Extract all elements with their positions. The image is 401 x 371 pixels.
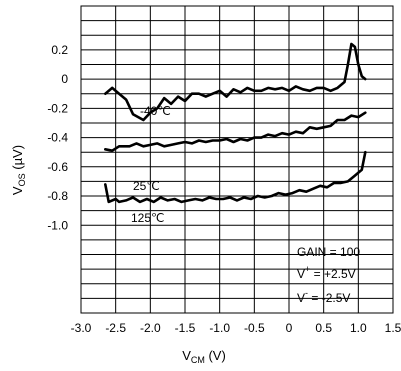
series-label-minus40: -40℃ [140,104,171,118]
vminus-label: V- = -2.5V [297,288,350,305]
x-tick-label: 1.5 [385,321,401,335]
y-axis-title: VOS (µV) [10,145,27,195]
y-tick-label: 0.2 [51,43,68,57]
series-line-2 [105,152,365,202]
x-tick-label: -2.5 [105,321,126,335]
vminus-main: V [297,291,305,305]
gain-label: GAIN = 100 [297,245,360,259]
x-tick-label: 1.0 [350,321,367,335]
y-tick-labels: 0.2 0 -0.2 -0.4 -0.6 -0.8 -1.0 [47,43,68,232]
y-axis-title-sub: OS [17,173,27,186]
y-axis-title-main: V [10,186,25,195]
x-axis-title-main: V [182,348,191,363]
x-tick-label: -1.5 [175,321,196,335]
vminus-rest: = -2.5V [308,291,350,305]
x-tick-label: -2.0 [140,321,161,335]
y-tick-label: -0.8 [47,189,68,203]
x-tick-label: -3.0 [71,321,92,335]
y-axis-title-group: VOS (µV) [10,145,27,195]
x-tick-label: -1.0 [209,321,230,335]
x-tick-label: 0.5 [315,321,332,335]
vplus-label: V+ = +2.5V [297,264,356,281]
y-tick-label: -0.6 [47,160,68,174]
series-label-125: 125℃ [131,211,165,225]
y-tick-label: -0.4 [47,131,68,145]
x-axis-title: VCM (V) [182,348,226,365]
x-axis-title-unit: (V) [205,348,226,363]
vplus-main: V [297,267,305,281]
x-axis-title-sub: CM [191,355,205,365]
y-tick-label: 0 [61,72,68,86]
x-tick-labels: -3.0 -2.5 -2.0 -1.5 -1.0 -0.5 0 0.5 1.0 1.5 [71,321,401,335]
x-tick-label: 0 [286,321,293,335]
vplus-rest: = +2.5V [310,267,355,281]
y-axis-title-unit: (µV) [10,145,25,173]
y-tick-label: -1.0 [47,218,68,232]
x-tick-label: -0.5 [244,321,265,335]
y-tick-label: -0.2 [47,101,68,115]
series-label-25: 25℃ [133,179,160,193]
